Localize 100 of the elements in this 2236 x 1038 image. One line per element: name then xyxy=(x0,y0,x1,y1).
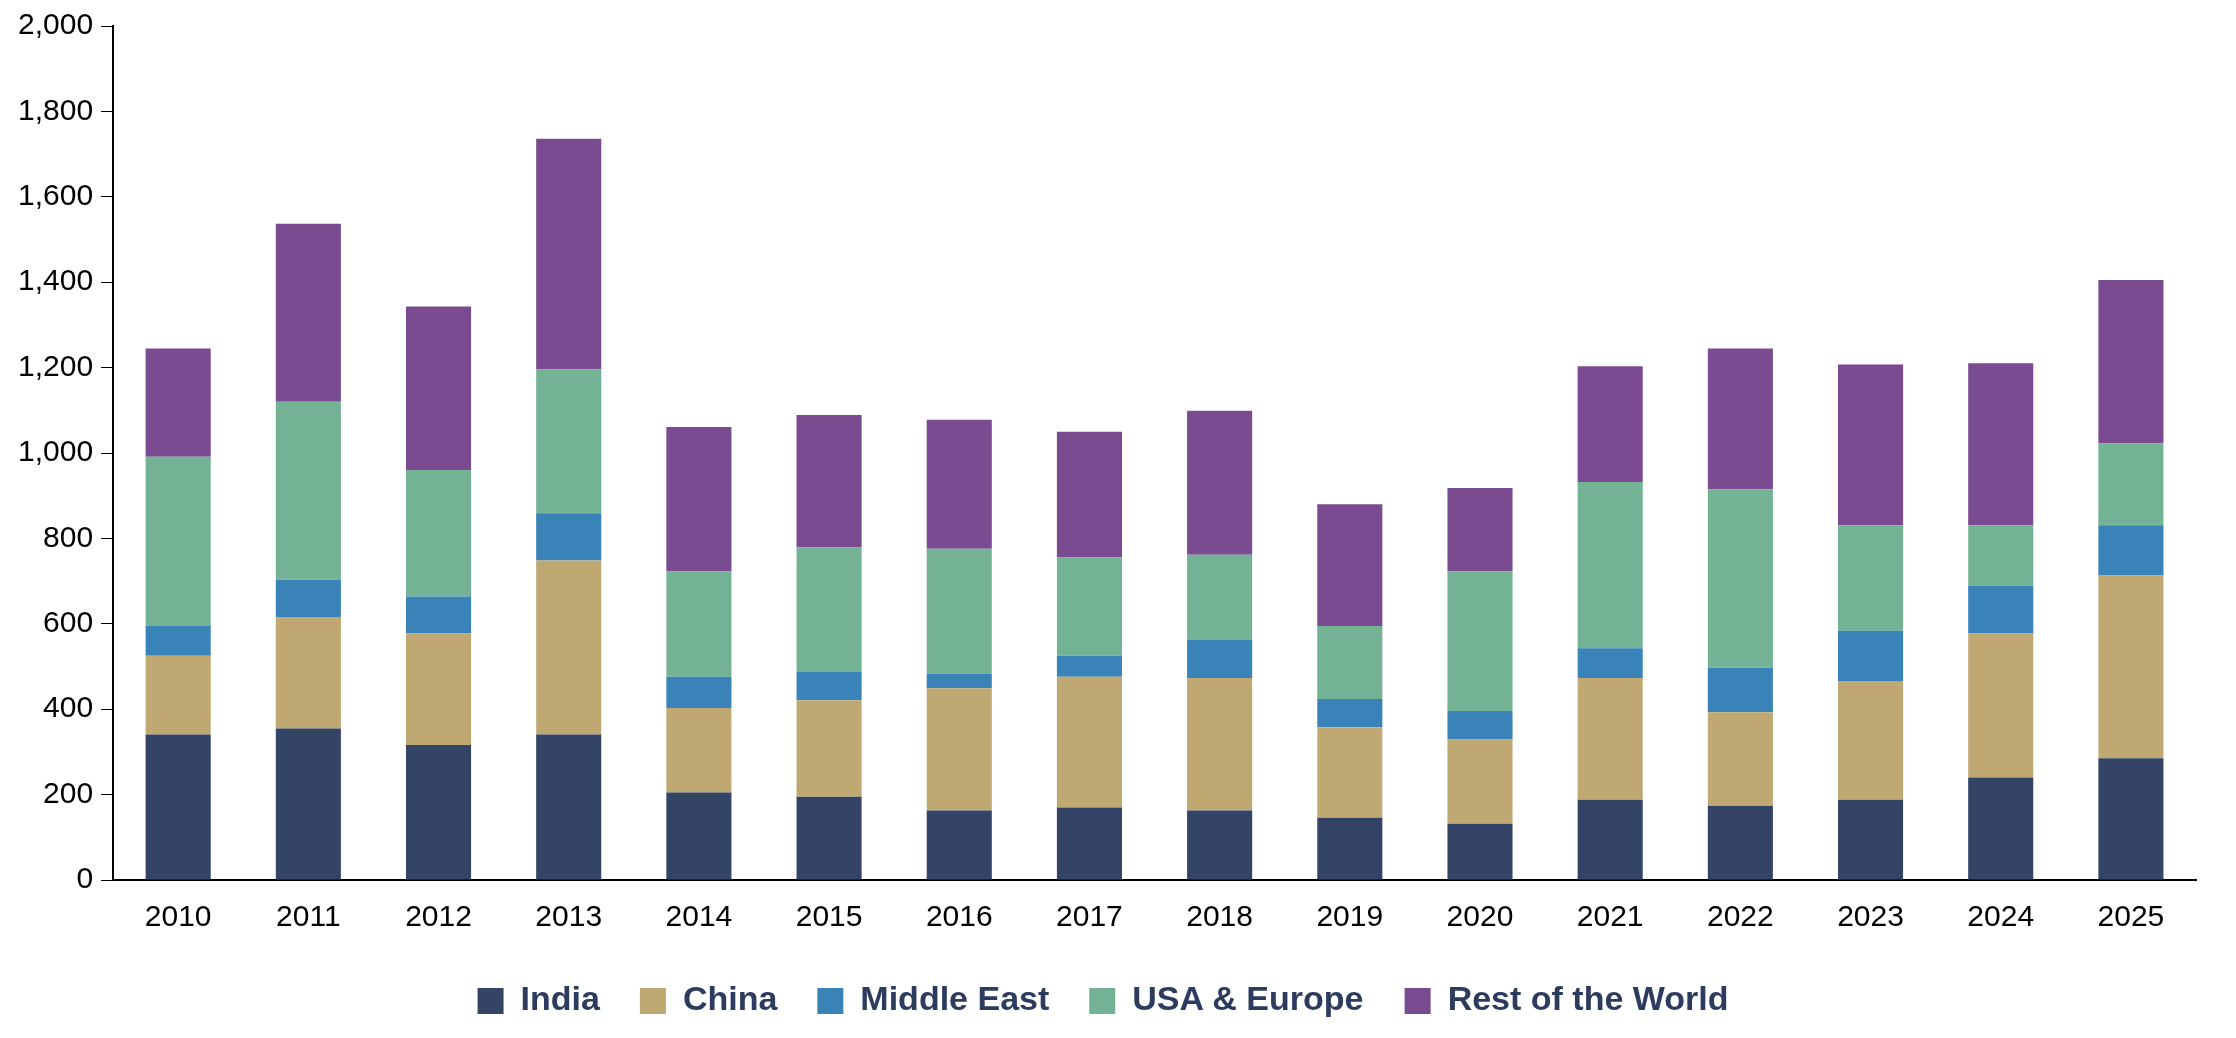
bar xyxy=(1187,554,1253,640)
legend-label: India xyxy=(520,979,601,1018)
bar xyxy=(145,456,211,626)
bar xyxy=(2098,758,2164,880)
bar xyxy=(405,470,472,597)
bar xyxy=(275,401,341,580)
bar xyxy=(405,633,472,746)
y-tick-label: 800 xyxy=(43,519,94,553)
x-tick-label: 2016 xyxy=(925,899,993,933)
bar xyxy=(2098,280,2164,444)
bar xyxy=(2098,575,2164,759)
x-tick-label: 2022 xyxy=(1706,899,1774,933)
bar xyxy=(796,547,862,673)
bar xyxy=(1838,630,1904,682)
bar xyxy=(1577,678,1643,800)
bar xyxy=(796,796,862,880)
x-tick-label: 2020 xyxy=(1446,899,1514,933)
y-tick-label: 1,600 xyxy=(18,178,94,212)
bar xyxy=(1187,810,1253,880)
bar xyxy=(1447,571,1513,711)
x-tick-label: 2025 xyxy=(2097,899,2165,933)
bar xyxy=(1056,655,1122,677)
bar xyxy=(1187,410,1253,555)
x-tick-label: 2012 xyxy=(405,899,472,933)
y-tick-label: 400 xyxy=(43,690,94,724)
legend-label: Rest of the World xyxy=(1447,979,1729,1018)
bar xyxy=(1056,807,1122,880)
bar xyxy=(275,579,341,617)
bar xyxy=(1968,777,2034,880)
bar xyxy=(145,348,211,457)
bar xyxy=(275,728,341,880)
bar xyxy=(1838,364,1904,526)
x-tick-label: 2019 xyxy=(1316,899,1384,933)
bar xyxy=(926,810,992,880)
bar xyxy=(1968,633,2034,778)
bar xyxy=(1968,525,2034,586)
bar xyxy=(1187,678,1253,811)
bar xyxy=(1317,504,1383,626)
bar xyxy=(666,676,732,708)
x-tick-label: 2017 xyxy=(1056,899,1123,933)
bar xyxy=(536,138,602,370)
bar xyxy=(666,426,732,572)
bar xyxy=(405,306,472,471)
bar xyxy=(1317,625,1383,699)
bar xyxy=(796,672,862,701)
bar xyxy=(1968,363,2034,526)
x-tick-label: 2018 xyxy=(1186,899,1253,933)
bar xyxy=(145,734,211,880)
bar xyxy=(145,655,211,735)
bar xyxy=(1707,489,1773,668)
bar xyxy=(536,369,602,514)
bar xyxy=(1056,431,1122,558)
bar xyxy=(1577,799,1643,880)
y-tick-label: 600 xyxy=(43,605,94,639)
bar xyxy=(1447,488,1513,572)
legend-label: USA & Europe xyxy=(1132,979,1364,1018)
x-tick-label: 2023 xyxy=(1837,899,1904,933)
bar xyxy=(1838,525,1904,631)
bar xyxy=(926,548,992,674)
bar xyxy=(1317,698,1383,728)
bar xyxy=(1317,727,1383,818)
bar xyxy=(145,625,211,656)
bar xyxy=(926,673,992,689)
y-tick-label: 1,400 xyxy=(18,263,94,297)
x-tick-label: 2013 xyxy=(535,899,603,933)
bar xyxy=(1968,585,2034,634)
bar xyxy=(405,745,472,880)
bar xyxy=(1577,366,1643,483)
bar xyxy=(1707,712,1773,806)
bar xyxy=(536,734,602,880)
x-tick-label: 2015 xyxy=(795,899,863,933)
y-tick-label: 2,000 xyxy=(18,7,94,41)
bar xyxy=(1577,482,1643,649)
x-tick-label: 2014 xyxy=(665,899,733,933)
y-tick-label: 200 xyxy=(43,775,94,809)
bar xyxy=(1447,823,1513,880)
bar xyxy=(1838,799,1904,880)
y-tick-label: 1,200 xyxy=(18,348,94,382)
bar xyxy=(1317,817,1383,880)
bar xyxy=(1577,648,1643,679)
bar xyxy=(2098,525,2164,576)
x-tick-label: 2021 xyxy=(1576,899,1644,933)
bar xyxy=(926,688,992,811)
bar xyxy=(1056,676,1122,808)
bar xyxy=(536,513,602,561)
bar xyxy=(1447,710,1513,740)
x-tick-label: 2010 xyxy=(144,899,212,933)
bar xyxy=(1447,739,1513,824)
bar xyxy=(2098,443,2164,526)
bar xyxy=(1838,681,1904,800)
bar xyxy=(796,415,862,548)
y-tick-label: 1,000 xyxy=(18,434,94,468)
x-tick-label: 2024 xyxy=(1967,899,2035,933)
legend-label: Middle East xyxy=(860,979,1050,1018)
y-tick-label: 1,800 xyxy=(18,92,94,126)
bar xyxy=(926,419,992,549)
bar xyxy=(1187,639,1253,679)
bar xyxy=(275,616,341,729)
bar xyxy=(1056,557,1122,656)
bar xyxy=(536,560,602,735)
